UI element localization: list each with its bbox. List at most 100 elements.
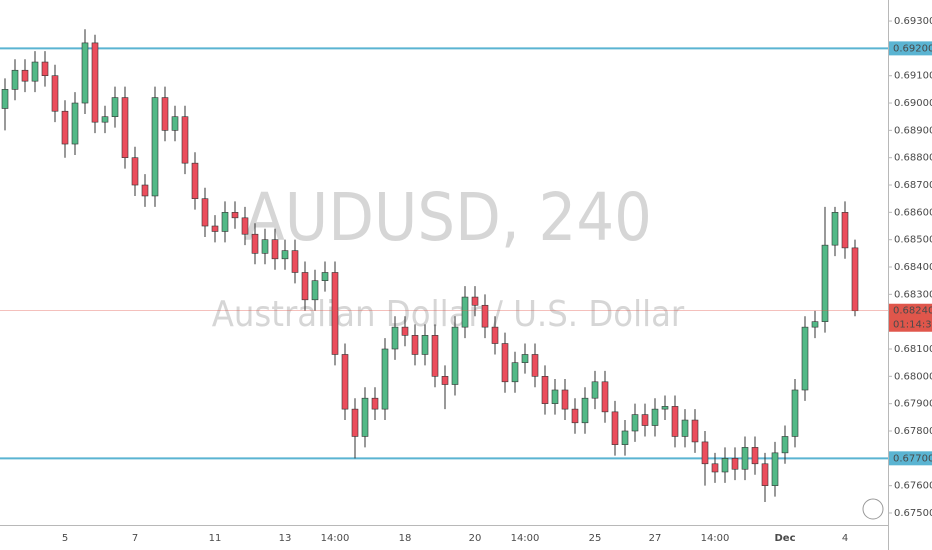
- candle-body: [151, 97, 159, 197]
- x-tick-label: 7: [132, 533, 138, 544]
- candle-body: [581, 397, 589, 424]
- candle-body: [601, 381, 609, 413]
- candle-body: [711, 463, 719, 473]
- horizontal-line-label: 0.69200: [893, 43, 932, 54]
- candle-body: [481, 304, 489, 328]
- candle-body: [851, 247, 859, 312]
- candle-body: [781, 436, 789, 454]
- x-tick-label: 20: [469, 533, 482, 544]
- candle-body: [411, 335, 419, 355]
- y-tick-label: 0.68500: [894, 235, 932, 246]
- candle-body: [551, 389, 559, 404]
- candle-body: [811, 321, 819, 328]
- x-tick-label: 11: [209, 533, 222, 544]
- candle-body: [211, 225, 219, 232]
- candle-body: [771, 452, 779, 486]
- candle-body: [91, 42, 99, 123]
- x-tick-label: 13: [279, 533, 292, 544]
- logo-circle: [862, 498, 884, 520]
- candle-body: [71, 102, 79, 145]
- candle-body: [81, 42, 89, 104]
- candle-body: [661, 406, 669, 410]
- y-tick-label: 0.67500: [894, 508, 932, 519]
- candle-body: [351, 408, 359, 437]
- x-tick-label: 5: [62, 533, 68, 544]
- candle-body: [131, 157, 139, 186]
- candle-body: [381, 348, 389, 410]
- y-tick-label: 0.68400: [894, 262, 932, 273]
- candle-body: [491, 326, 499, 344]
- candle-body: [271, 239, 279, 260]
- candle-body: [751, 447, 759, 465]
- candle-body: [321, 272, 329, 281]
- candle-body: [671, 406, 679, 437]
- candle-body: [291, 250, 299, 273]
- candle-body: [401, 326, 409, 336]
- y-tick-label: 0.68700: [894, 180, 932, 191]
- horizontal-line-label-box: [889, 451, 932, 466]
- candle-body: [831, 212, 839, 246]
- y-tick-label: 0.67600: [894, 481, 932, 492]
- horizontal-line-label: 0.67700: [893, 453, 932, 464]
- candle-body: [791, 389, 799, 437]
- logo: [862, 498, 884, 520]
- candle-body: [171, 116, 179, 131]
- candle-body: [761, 463, 769, 486]
- candle-body: [121, 97, 129, 158]
- y-tick-label: 0.68900: [894, 125, 932, 136]
- candle-body: [501, 343, 509, 383]
- candle-body: [1, 89, 9, 109]
- candle-body: [521, 354, 529, 363]
- horizontal-line-label-box: [889, 41, 932, 56]
- candle-body: [471, 296, 479, 306]
- x-tick-label: Dec: [774, 533, 795, 544]
- candle-body: [51, 75, 59, 112]
- candle-body: [441, 376, 449, 385]
- candle-body: [821, 244, 829, 322]
- candle-body: [741, 447, 749, 470]
- candle-body: [281, 250, 289, 260]
- candle-body: [231, 212, 239, 219]
- watermark-title: AUDUSD, 240: [244, 179, 652, 256]
- candle-body: [311, 280, 319, 301]
- candle-body: [21, 69, 29, 82]
- candle-body: [191, 162, 199, 199]
- candle-body: [451, 326, 459, 385]
- candle-body: [251, 233, 259, 254]
- candle-body: [731, 458, 739, 470]
- x-tick-label: 25: [589, 533, 602, 544]
- candle-body: [201, 198, 209, 227]
- x-tick-label: 14:00: [321, 533, 350, 544]
- candle-body: [461, 296, 469, 328]
- candle-body: [331, 272, 339, 355]
- candle-body: [611, 411, 619, 445]
- candle-body: [691, 419, 699, 443]
- candle-body: [511, 362, 519, 383]
- candle-body: [541, 376, 549, 404]
- candle-body: [631, 414, 639, 432]
- candle-body: [141, 184, 149, 197]
- candle-body: [561, 389, 569, 410]
- candle-body: [11, 69, 19, 90]
- y-tick-label: 0.67900: [894, 399, 932, 410]
- candle-body: [621, 430, 629, 445]
- y-tick-label: 0.68300: [894, 289, 932, 300]
- candle-body: [221, 212, 229, 232]
- candle-body: [301, 272, 309, 301]
- candle-body: [531, 354, 539, 377]
- x-tick-label: 18: [399, 533, 412, 544]
- last-price-label: 0.68240: [893, 306, 932, 317]
- y-tick-label: 0.69100: [894, 71, 932, 82]
- candle-body: [31, 61, 39, 82]
- candle-body: [241, 217, 249, 235]
- candle-body: [571, 408, 579, 424]
- candle-body: [591, 381, 599, 399]
- candle-body: [41, 61, 49, 77]
- watermark-subtitle: Australian Dollar / U.S. Dollar: [212, 294, 685, 335]
- y-tick-label: 0.68800: [894, 153, 932, 164]
- candle-body: [641, 414, 649, 426]
- x-tick-label: 4: [842, 533, 848, 544]
- candle-body: [101, 116, 109, 123]
